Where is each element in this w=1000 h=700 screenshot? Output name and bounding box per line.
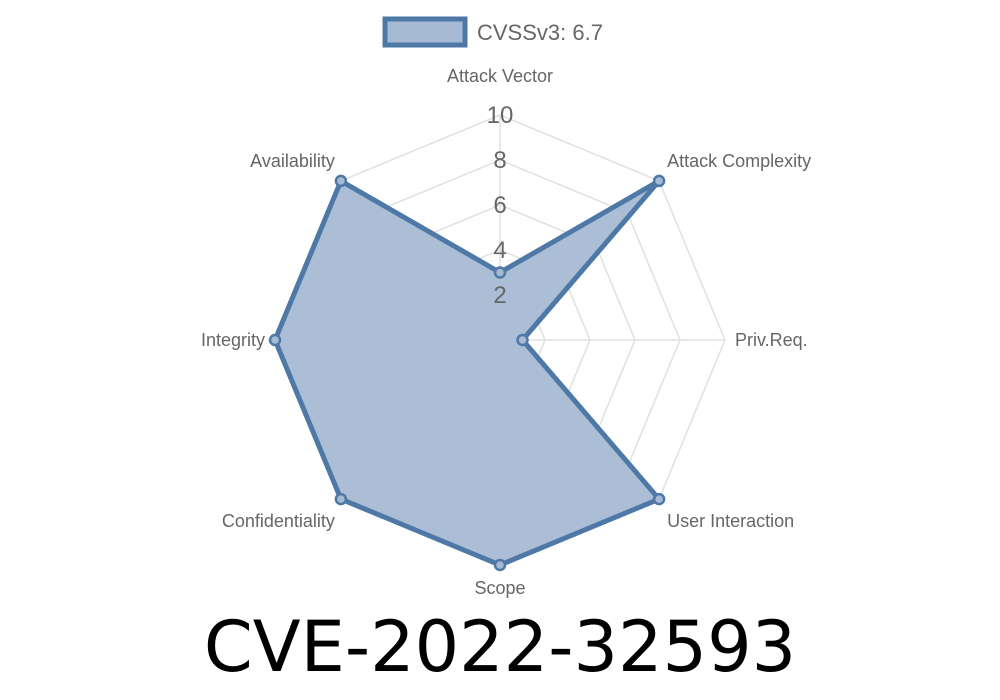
axis-label: Integrity — [201, 330, 265, 350]
axis-labels: Attack Vector Attack Complexity Priv.Req. U… — [201, 66, 811, 598]
data-point[interactable] — [652, 492, 666, 506]
series — [268, 174, 666, 572]
page-title: CVE-2022-32593 — [203, 606, 797, 688]
tick-label: 2 — [493, 282, 506, 309]
legend-swatch — [382, 16, 468, 48]
axis-label: User Interaction — [667, 511, 794, 531]
legend[interactable]: CVSSv3: 6.7 — [382, 16, 603, 48]
legend-label: CVSSv3: 6.7 — [477, 20, 603, 45]
data-point[interactable] — [493, 266, 507, 279]
data-point[interactable] — [268, 333, 282, 347]
axis-label: Attack Vector — [447, 66, 553, 86]
axis-label: Confidentiality — [222, 511, 335, 531]
data-point[interactable] — [334, 492, 348, 506]
tick-label: 10 — [487, 102, 514, 129]
data-point[interactable] — [652, 174, 666, 188]
axis-label: Priv.Req. — [735, 330, 808, 350]
axis-label: Availability — [250, 151, 335, 171]
tick-label: 4 — [493, 237, 506, 264]
series-area — [272, 177, 664, 568]
data-point[interactable] — [334, 174, 348, 188]
data-point[interactable] — [516, 333, 529, 347]
tick-label: 6 — [493, 192, 506, 219]
tick-label: 8 — [493, 147, 506, 174]
radar-chart: 2 4 6 8 10 Attack Vector Attack Complexity Pri… — [201, 16, 811, 598]
axis-label: Scope — [474, 578, 525, 598]
tick-labels: 2 4 6 8 10 — [487, 102, 514, 309]
axis-label: Attack Complexity — [667, 151, 811, 171]
data-point[interactable] — [493, 558, 507, 572]
